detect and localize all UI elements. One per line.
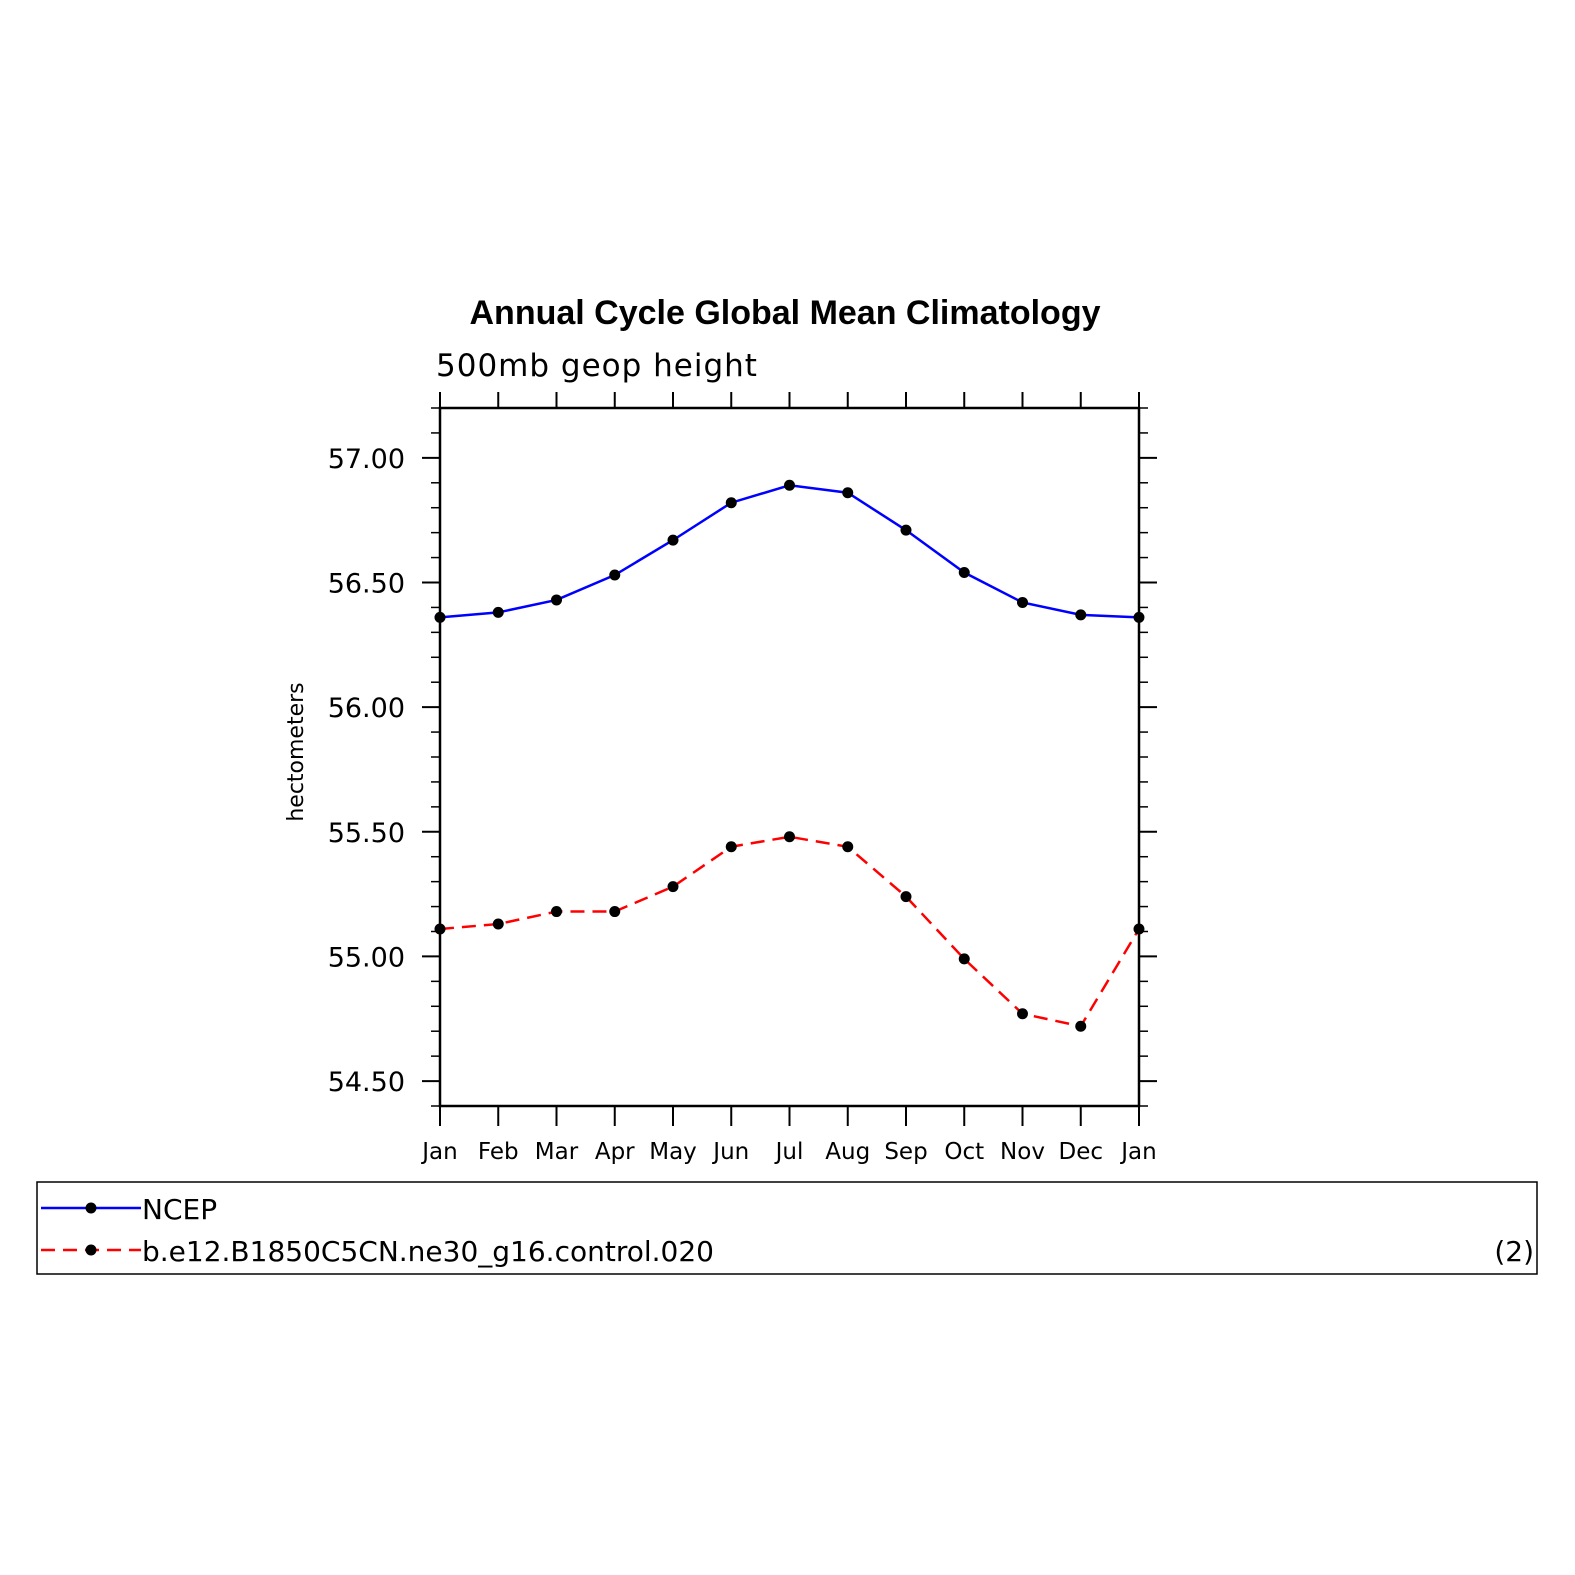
series-0-point — [958, 567, 970, 579]
series-1-point — [667, 881, 679, 893]
series-0-point — [1075, 609, 1087, 621]
series-0-point — [784, 479, 795, 491]
series-0-point — [551, 594, 562, 606]
series-1-point — [900, 891, 912, 903]
series-layer — [434, 479, 1145, 1032]
series-1-point — [609, 906, 621, 918]
series-line-1 — [439, 835, 1141, 1028]
y-tick-label: 56.50 — [328, 569, 405, 600]
series-1-point — [784, 831, 795, 843]
series-line-0 — [439, 484, 1140, 619]
x-tick-label: Apr — [595, 1139, 635, 1165]
x-tick-label: Aug — [825, 1139, 870, 1165]
x-tick-label: Jul — [774, 1139, 804, 1165]
x-tick-label: Sep — [884, 1139, 927, 1165]
x-tick-label: Oct — [944, 1139, 984, 1165]
series-1-point — [1075, 1020, 1087, 1032]
series-1-point — [434, 923, 446, 935]
legend-label-model: b.e12.B1850C5CN.ne30_g16.control.020 — [142, 1235, 714, 1268]
series-0-point — [725, 497, 737, 509]
series-0-point — [609, 569, 621, 581]
y-tick-label: 55.50 — [328, 818, 405, 849]
plot-frame — [438, 406, 1141, 1108]
series-0-point — [667, 534, 679, 546]
x-tick-label: Jun — [711, 1139, 749, 1165]
legend-box — [36, 1181, 1538, 1275]
series-1-point — [725, 841, 737, 853]
x-tick-label: Jan — [1119, 1139, 1156, 1165]
y-tick-label: 57.00 — [328, 444, 405, 475]
y-tick-label: 54.50 — [328, 1067, 405, 1098]
x-tick-label: Mar — [535, 1139, 579, 1165]
series-1-point — [492, 918, 504, 930]
series-1-point — [551, 906, 562, 918]
series-1-point — [842, 841, 854, 853]
y-axis-label: hectometers — [284, 682, 309, 821]
legend-label-ncep: NCEP — [142, 1193, 217, 1226]
series-0-point — [492, 606, 504, 618]
series-0-point — [1133, 611, 1145, 623]
plot-axes: Jan Feb Mar Apr May Jun Jul Aug Sep Oct Nov Dec Jan 5… — [328, 392, 1157, 1165]
series-1-point — [958, 953, 970, 965]
x-tick-label: Nov — [1000, 1139, 1045, 1165]
y-tick-label: 56.00 — [328, 693, 405, 724]
x-tick-label: Feb — [478, 1139, 519, 1165]
series-0-point — [900, 524, 912, 536]
x-tick-label: May — [649, 1139, 697, 1165]
series-0-point — [1017, 596, 1028, 608]
series-0-point — [842, 487, 854, 499]
legend-note: (2) — [1494, 1235, 1534, 1268]
chart-subtitle: 500mb geop height — [436, 348, 758, 384]
legend-marker-ncep — [85, 1202, 97, 1214]
series-1-point — [1133, 923, 1145, 935]
x-tick-label: Jan — [420, 1139, 457, 1165]
x-tick-label: Dec — [1058, 1139, 1103, 1165]
series-0-point — [434, 611, 446, 623]
chart-title: Annual Cycle Global Mean Climatology — [470, 294, 1101, 332]
legend: NCEP b.e12.B1850C5CN.ne30_g16.control.02… — [36, 1181, 1538, 1275]
series-1-point — [1017, 1008, 1028, 1020]
legend-marker-model — [85, 1244, 97, 1256]
y-tick-label: 55.00 — [328, 942, 405, 973]
